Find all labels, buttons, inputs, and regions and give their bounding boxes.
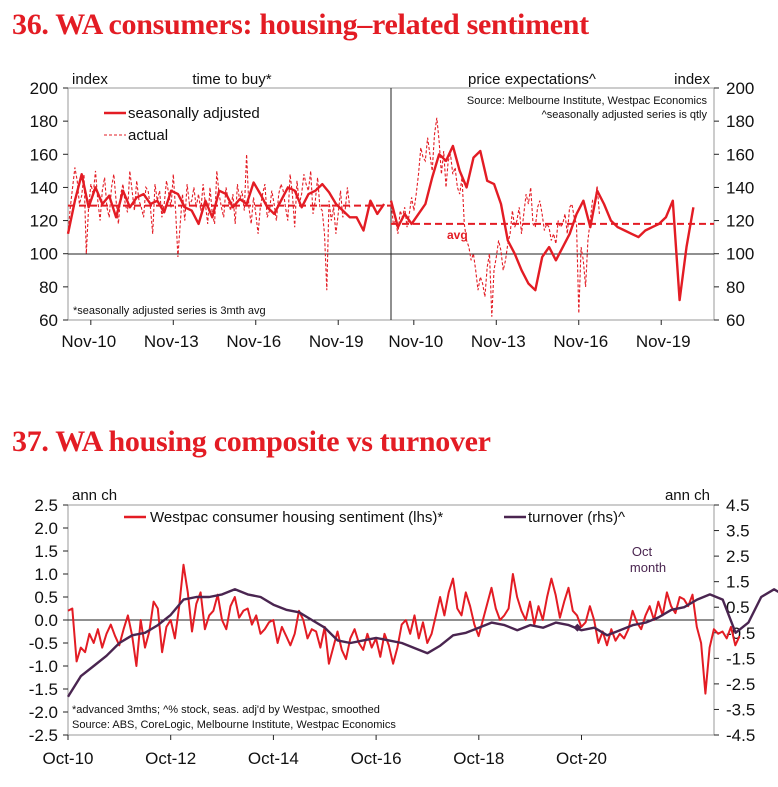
chart37-xtick: Oct-20 bbox=[556, 749, 607, 768]
chart37-ytick-right: 3.5 bbox=[726, 522, 750, 541]
sentiment-line bbox=[67, 563, 741, 695]
chart37-xtick: Oct-14 bbox=[248, 749, 299, 768]
chart36-xtick-right: Nov-16 bbox=[553, 332, 608, 351]
chart36-ytick-left: 140 bbox=[30, 178, 58, 197]
chart36-ytick-right: 120 bbox=[726, 212, 754, 231]
chart36-note-right: ^seasonally adjusted series is qtly bbox=[542, 109, 708, 121]
chart36-note-left: *seasonally adjusted series is 3mth avg bbox=[73, 305, 266, 317]
chart37-note1: *advanced 3mths; ^% stock, seas. adj'd b… bbox=[72, 704, 380, 716]
chart36-xtick-left: Nov-10 bbox=[61, 332, 116, 351]
chart36-xtick-left: Nov-16 bbox=[226, 332, 281, 351]
chart36-ytick-left: 160 bbox=[30, 145, 58, 164]
chart37-xtick: Oct-12 bbox=[145, 749, 196, 768]
chart37-ytick-left: -1.5 bbox=[29, 680, 58, 699]
legend-actual-label: actual bbox=[128, 127, 168, 144]
legend-sa-label: seasonally adjusted bbox=[128, 105, 260, 122]
chart36-xtick-right: Nov-13 bbox=[471, 332, 526, 351]
chart37-ytick-right: 4.5 bbox=[726, 496, 750, 515]
chart37-ytick-right: 2.5 bbox=[726, 547, 750, 566]
chart37-ytick-right: -3.5 bbox=[726, 700, 755, 719]
chart36-ytick-right: 80 bbox=[726, 278, 745, 297]
chart37-xtick: Oct-16 bbox=[351, 749, 402, 768]
turnover-line bbox=[66, 588, 778, 698]
chart37-ytick-left: 2.5 bbox=[34, 496, 58, 515]
chart37-ytick-right: -4.5 bbox=[726, 726, 755, 745]
chart36-ytick-left: 60 bbox=[39, 311, 58, 330]
chart37-ytick-right: -2.5 bbox=[726, 675, 755, 694]
pe-sa-line bbox=[389, 144, 695, 302]
chart37-xtick: Oct-10 bbox=[42, 749, 93, 768]
chart37-ytick-left: -2.0 bbox=[29, 703, 58, 722]
chart37-ytick-left: 1.5 bbox=[34, 542, 58, 561]
ttb-actual-line bbox=[67, 154, 351, 291]
chart36-ytick-right: 140 bbox=[726, 178, 754, 197]
chart36-xtick-right: Nov-19 bbox=[636, 332, 691, 351]
chart37-xtick: Oct-18 bbox=[453, 749, 504, 768]
chart36-title: 36. WA consumers: housing–related sentim… bbox=[12, 8, 589, 41]
chart36-source: Source: Melbourne Institute, Westpac Eco… bbox=[467, 95, 708, 107]
chart37-ytick-left: -1.0 bbox=[29, 657, 58, 676]
chart37-ytick-left: -2.5 bbox=[29, 726, 58, 745]
chart37-ytick-right: 1.5 bbox=[726, 573, 750, 592]
chart37-ytick-left: 0.5 bbox=[34, 588, 58, 607]
chart37-ytick-left: 1.0 bbox=[34, 565, 58, 584]
chart36-ytick-right: 60 bbox=[726, 311, 745, 330]
chart36-xtick-left: Nov-13 bbox=[144, 332, 199, 351]
chart36-xtick-right: Nov-10 bbox=[388, 332, 443, 351]
chart37-ytick-right: -1.5 bbox=[726, 649, 755, 668]
chart36-ylabel-right: index bbox=[674, 71, 710, 88]
chart36: 200 200 180 180 160 160 140 140 120 120 100 100 80 80… bbox=[30, 71, 755, 351]
chart37-ytick-right: 0.5 bbox=[726, 598, 750, 617]
chart37-ylabel-left: ann ch bbox=[72, 487, 117, 504]
chart36-ytick-right: 200 bbox=[726, 79, 754, 98]
chart36-ylabel-left: index bbox=[72, 71, 108, 88]
annotation-oct: Oct bbox=[632, 544, 653, 559]
pe-actual-line bbox=[390, 117, 600, 317]
chart37: 2.5 2.0 1.5 1.0 0.5 0.0 -0.5 -1.0 -1.5 -2.0 -2.5 4.… bbox=[29, 487, 778, 768]
chart37-ylabel-right: ann ch bbox=[665, 487, 710, 504]
chart36-ytick-right: 160 bbox=[726, 145, 754, 164]
chart37-ytick-left: 0.0 bbox=[34, 611, 58, 630]
annotation-month: month bbox=[630, 560, 666, 575]
chart37-ytick-left: 2.0 bbox=[34, 519, 58, 538]
chart37-ytick-left: -0.5 bbox=[29, 634, 58, 653]
chart36-ytick-left: 80 bbox=[39, 278, 58, 297]
chart36-xtick-left: Nov-19 bbox=[309, 332, 364, 351]
chart36-panel-right-title: price expectations^ bbox=[468, 71, 596, 88]
chart37-title: 37. WA housing composite vs turnover bbox=[12, 425, 491, 458]
chart36-ytick-left: 180 bbox=[30, 112, 58, 131]
chart36-ytick-right: 100 bbox=[726, 245, 754, 264]
chart36-ytick-left: 120 bbox=[30, 212, 58, 231]
ttb-sa-line bbox=[66, 172, 386, 235]
chart37-note2: Source: ABS, CoreLogic, Melbourne Instit… bbox=[72, 719, 396, 731]
legend-turnover-label: turnover (rhs)^ bbox=[528, 509, 625, 526]
chart36-ytick-right: 180 bbox=[726, 112, 754, 131]
chart36-avg-label: avg bbox=[447, 228, 468, 242]
legend-sentiment-label: Westpac consumer housing sentiment (lhs)… bbox=[150, 509, 443, 526]
chart36-ytick-left: 200 bbox=[30, 79, 58, 98]
chart36-ytick-left: 100 bbox=[30, 245, 58, 264]
chart36-panel-left-title: time to buy* bbox=[192, 71, 271, 88]
oct-month-marker bbox=[573, 623, 582, 632]
